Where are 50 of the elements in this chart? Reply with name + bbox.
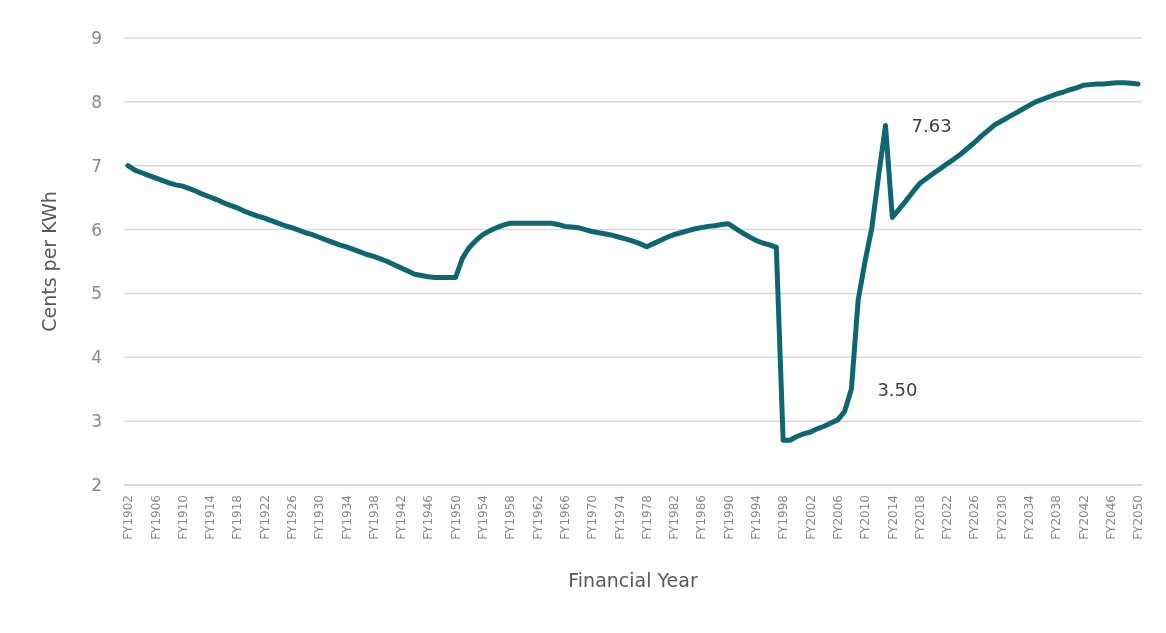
x-tick-label: FY1914 bbox=[203, 495, 218, 540]
x-tick-label: FY2034 bbox=[1022, 495, 1037, 540]
x-tick-label: FY1958 bbox=[503, 495, 518, 540]
y-tick-label: 5 bbox=[91, 283, 102, 304]
x-tick-label: FY1998 bbox=[776, 495, 791, 540]
x-axis-title: Financial Year bbox=[568, 569, 698, 591]
x-tick-label: FY2022 bbox=[940, 495, 955, 540]
x-tick-label: FY1962 bbox=[530, 495, 545, 540]
y-tick-label: 4 bbox=[91, 347, 102, 368]
x-tick-label: FY1902 bbox=[121, 495, 136, 540]
y-tick-label: 7 bbox=[91, 155, 102, 176]
x-tick-label: FY2018 bbox=[912, 495, 927, 540]
x-tick-label: FY1978 bbox=[639, 495, 654, 540]
x-tick-label: FY2046 bbox=[1103, 495, 1118, 540]
y-tick-label: 8 bbox=[91, 91, 102, 112]
x-tick-label: FY2010 bbox=[858, 495, 873, 540]
x-tick-label: FY2006 bbox=[830, 495, 845, 540]
x-tick-label: FY1974 bbox=[612, 495, 627, 540]
x-tick-label: FY1934 bbox=[339, 495, 354, 540]
y-tick-label: 2 bbox=[91, 474, 102, 495]
x-tick-label: FY1930 bbox=[312, 495, 327, 540]
x-tick-label: FY1970 bbox=[585, 495, 600, 540]
x-tick-label: FY1906 bbox=[148, 495, 163, 540]
x-tick-label: FY1966 bbox=[557, 495, 572, 540]
x-tick-label: FY1994 bbox=[749, 495, 764, 540]
x-tick-label: FY1950 bbox=[448, 495, 463, 540]
x-tick-label: FY1918 bbox=[230, 495, 245, 540]
x-tick-label: FY1954 bbox=[476, 495, 491, 540]
x-tick-label: FY1946 bbox=[421, 495, 436, 540]
x-tick-label: FY2026 bbox=[967, 495, 982, 540]
data-label: 3.50 bbox=[877, 378, 918, 400]
x-tick-label: FY2014 bbox=[885, 495, 900, 540]
x-tick-label: FY2030 bbox=[994, 495, 1009, 540]
data-label: 7.63 bbox=[911, 114, 952, 136]
y-axis-title: Cents per KWh bbox=[38, 191, 60, 332]
x-tick-label: FY1938 bbox=[366, 495, 381, 540]
y-tick-label: 3 bbox=[91, 411, 102, 432]
x-tick-label: FY1942 bbox=[394, 495, 409, 540]
x-tick-label: FY1990 bbox=[721, 495, 736, 540]
x-tick-label: FY1910 bbox=[175, 495, 190, 540]
y-tick-label: 9 bbox=[91, 27, 102, 48]
y-tick-label: 6 bbox=[91, 219, 102, 240]
x-tick-label: FY1982 bbox=[667, 495, 682, 540]
x-tick-label: FY2002 bbox=[803, 495, 818, 540]
x-tick-label: FY1926 bbox=[284, 495, 299, 540]
x-tick-label: FY2050 bbox=[1131, 495, 1146, 540]
x-tick-label: FY1986 bbox=[694, 495, 709, 540]
x-tick-label: FY2042 bbox=[1076, 495, 1091, 540]
x-tick-label: FY1922 bbox=[257, 495, 272, 540]
x-tick-label: FY2038 bbox=[1049, 495, 1064, 540]
